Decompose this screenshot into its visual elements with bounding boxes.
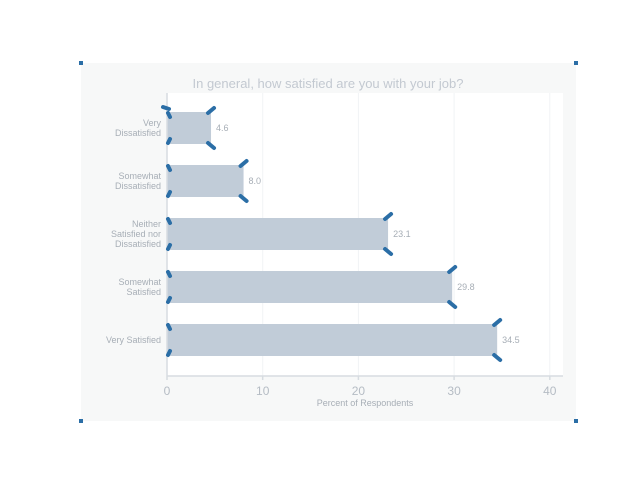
bar bbox=[167, 165, 244, 197]
chart-title: In general, how satisfied are you with y… bbox=[193, 76, 464, 91]
bar-handle-top-right[interactable] bbox=[206, 106, 217, 115]
bar-handle-top-right[interactable] bbox=[238, 159, 249, 168]
bar-handle-extra[interactable] bbox=[161, 105, 171, 111]
value-labels: 4.6 8.0 23.1 29.8 34.5 bbox=[216, 123, 520, 345]
bar-handle-bottom-right[interactable] bbox=[238, 194, 249, 203]
category-label: Somewhat Satisfied bbox=[118, 277, 161, 297]
bar-handle-bottom-right[interactable] bbox=[206, 141, 217, 150]
bar bbox=[167, 324, 498, 356]
bar-handle-top-right[interactable] bbox=[492, 318, 503, 327]
corner-handle-bottom-right[interactable] bbox=[574, 419, 578, 423]
category-label-line: Satisfied bbox=[126, 287, 161, 297]
x-tick-label: 20 bbox=[352, 384, 366, 398]
bar-value-label: 34.5 bbox=[502, 335, 520, 345]
bar-handle-bottom-left[interactable] bbox=[166, 137, 172, 145]
corner-handle-bottom-left[interactable] bbox=[79, 419, 83, 423]
category-label: Somewhat Dissatisfied bbox=[115, 171, 162, 191]
bar-handle-bottom-right[interactable] bbox=[383, 247, 394, 256]
corner-handle-top-left[interactable] bbox=[79, 61, 83, 65]
x-axis-label: Percent of Respondents bbox=[317, 398, 414, 408]
bar-handle-top-right[interactable] bbox=[383, 212, 394, 221]
bar bbox=[167, 271, 453, 303]
bar-handle-bottom-left[interactable] bbox=[166, 296, 172, 304]
bar-handle-bottom-left[interactable] bbox=[166, 349, 172, 357]
corner-handle-top-right[interactable] bbox=[574, 61, 578, 65]
x-tick-labels: 0 10 20 30 40 bbox=[164, 384, 557, 398]
bar-handle-bottom-right[interactable] bbox=[447, 300, 458, 309]
category-label-line: Dissatisfied bbox=[115, 128, 161, 138]
category-label-line: Very bbox=[143, 118, 162, 128]
category-label-line: Somewhat bbox=[118, 171, 161, 181]
resize-handles[interactable] bbox=[161, 105, 503, 362]
x-tick-label: 10 bbox=[256, 384, 270, 398]
bar-value-label: 29.8 bbox=[457, 282, 475, 292]
bar-value-label: 8.0 bbox=[249, 176, 262, 186]
category-label-line: Neither bbox=[132, 219, 161, 229]
bar-handle-top-left[interactable] bbox=[166, 270, 172, 278]
category-label-line: Satisfied nor bbox=[111, 229, 161, 239]
bar-handle-top-left[interactable] bbox=[166, 111, 172, 119]
x-tick-label: 40 bbox=[543, 384, 557, 398]
category-label-line: Very Satisfied bbox=[106, 335, 161, 345]
bar bbox=[167, 218, 389, 250]
x-axis bbox=[166, 93, 563, 380]
x-tick-label: 0 bbox=[164, 384, 171, 398]
category-label-line: Somewhat bbox=[118, 277, 161, 287]
bar-handle-bottom-left[interactable] bbox=[166, 243, 172, 251]
bar-value-label: 23.1 bbox=[393, 229, 411, 239]
bar-value-label: 4.6 bbox=[216, 123, 229, 133]
category-label: Very Dissatisfied bbox=[115, 118, 162, 138]
x-tick-label: 30 bbox=[447, 384, 461, 398]
category-label-line: Dissatisfied bbox=[115, 239, 161, 249]
bar-handle-bottom-left[interactable] bbox=[166, 190, 172, 198]
category-label: Neither Satisfied nor Dissatisfied bbox=[111, 219, 161, 249]
category-label-line: Dissatisfied bbox=[115, 181, 161, 191]
bar-handle-top-left[interactable] bbox=[166, 323, 172, 331]
bar-handle-top-left[interactable] bbox=[166, 164, 172, 172]
bar-handle-top-left[interactable] bbox=[166, 217, 172, 225]
bar-handle-top-right[interactable] bbox=[447, 265, 458, 274]
category-label: Very Satisfied bbox=[106, 335, 161, 345]
bar bbox=[167, 112, 212, 144]
bar-handle-bottom-right[interactable] bbox=[492, 353, 503, 362]
bars bbox=[167, 112, 498, 356]
